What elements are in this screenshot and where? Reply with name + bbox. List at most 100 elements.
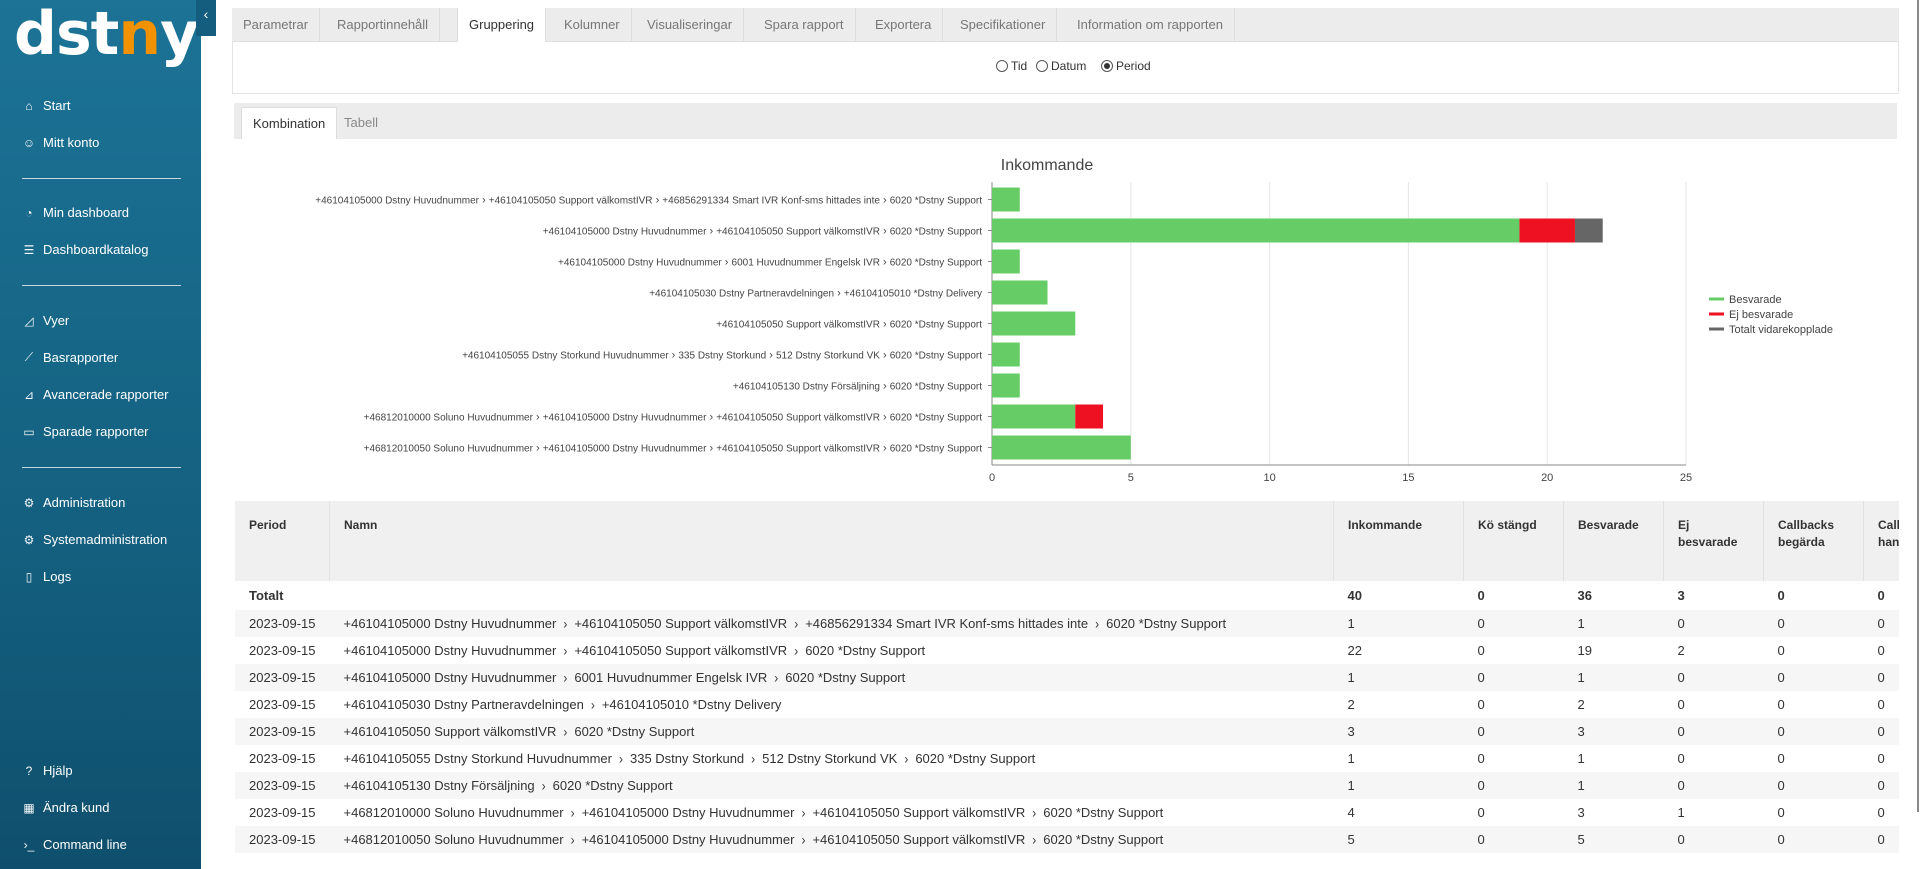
sidebar-item-vyer[interactable]: ◿ Vyer bbox=[22, 313, 69, 328]
column-header-ej-besvarade[interactable]: Ej besvarade bbox=[1663, 501, 1764, 581]
table-row[interactable]: 2023-09-15 +46104105055 Dstny Storkund Hu… bbox=[235, 745, 1899, 772]
bar-totalt-vidarekopplade bbox=[1574, 218, 1603, 243]
table-row[interactable]: 2023-09-15 +46104105000 Dstny Huvudnummer… bbox=[235, 610, 1899, 637]
column-header-call-han[interactable]: Call han bbox=[1863, 501, 1899, 581]
value-cell: 0 bbox=[1777, 643, 1785, 658]
radio-datum[interactable]: Datum bbox=[1036, 59, 1086, 73]
sidebar-item-mitt-konto[interactable]: ☺ Mitt konto bbox=[22, 135, 100, 150]
total-value: 3 bbox=[1677, 588, 1685, 603]
tab-spara-rapport[interactable]: Spara rapport bbox=[753, 8, 856, 42]
collapse-sidebar-button[interactable]: ‹ bbox=[196, 0, 216, 36]
sidebar-item-andra-kund[interactable]: ▦ Ändra kund bbox=[22, 800, 109, 815]
sidebar-item-sparade-rapporter[interactable]: ▭ Sparade rapporter bbox=[22, 424, 148, 439]
table-row[interactable]: 2023-09-15 +46104105000 Dstny Huvudnummer… bbox=[235, 637, 1899, 664]
tab-parametrar[interactable]: Parametrar bbox=[232, 8, 321, 42]
path-segment: 335 Dstny Storkund bbox=[629, 751, 745, 766]
value-cell: 0 bbox=[1777, 805, 1785, 820]
column-header-period[interactable]: Period bbox=[235, 501, 330, 581]
column-header-besvarade[interactable]: Besvarade bbox=[1563, 501, 1664, 581]
sidebar-item-systemadministration[interactable]: ⚙ Systemadministration bbox=[22, 532, 168, 547]
sidebar-item-label: Dashboardkatalog bbox=[43, 242, 149, 257]
dstny-logo[interactable]: dstny bbox=[14, 2, 199, 66]
path-segment: +46104105000 Dstny Huvudnummer bbox=[343, 616, 557, 631]
sidebar-item-label: Min dashboard bbox=[43, 205, 129, 220]
sidebar-item-label: Hjälp bbox=[43, 763, 73, 778]
table-row[interactable]: 2023-09-15 +46104105130 Dstny Försäljning… bbox=[235, 772, 1899, 799]
bar-besvarade bbox=[992, 435, 1131, 460]
path-segment: +46104105050 Support välkomstIVR bbox=[574, 643, 788, 658]
header-text: Besvarade bbox=[1578, 518, 1639, 532]
sidebar-item-basrapporter[interactable]: ⟋ Basrapporter bbox=[22, 350, 118, 365]
value-cell: 0 bbox=[1863, 718, 1899, 745]
radio-label: Period bbox=[1116, 59, 1151, 73]
tab-visualiseringar[interactable]: Visualiseringar bbox=[636, 8, 745, 42]
sidebar-item-start[interactable]: ⌂ Start bbox=[22, 98, 70, 113]
sidebar-item-administration[interactable]: ⚙ Administration bbox=[22, 495, 126, 510]
column-header-callbacks-begarda[interactable]: Callbacks begärda bbox=[1763, 501, 1864, 581]
bar-ej-besvarade bbox=[1519, 218, 1575, 243]
sidebar-item-command-line[interactable]: ›_ Command line bbox=[22, 837, 127, 852]
table-row[interactable]: 2023-09-15 +46812010050 Soluno Huvudnumme… bbox=[235, 826, 1899, 853]
radio-period[interactable]: Period bbox=[1101, 59, 1151, 73]
column-header-ko-stangd[interactable]: Kö stängd bbox=[1463, 501, 1564, 581]
user-icon: ☺ bbox=[22, 135, 36, 150]
column-header-namn[interactable]: Namn bbox=[329, 501, 1334, 581]
header-text: Ej bbox=[1678, 518, 1690, 532]
sidebar-item-label: Administration bbox=[43, 495, 126, 510]
sidebar-item-logs[interactable]: ▯ Logs bbox=[22, 569, 72, 584]
tab-exportera[interactable]: Exportera bbox=[864, 8, 944, 42]
subtab-kombination[interactable]: Kombination bbox=[241, 107, 338, 139]
sidebar-item-hjalp[interactable]: ? Hjälp bbox=[22, 763, 73, 778]
radio-tid[interactable]: Tid bbox=[996, 59, 1027, 73]
table-row[interactable]: 2023-09-15 +46812010000 Soluno Huvudnumme… bbox=[235, 799, 1899, 826]
sidebar-item-avancerade-rapporter[interactable]: ⊿ Avancerade rapporter bbox=[22, 387, 169, 402]
incoming-chart: Inkommande 0 5 10 15 20 25 +46104105000 Dstny H… bbox=[315, 157, 1833, 484]
sidebar-item-label: Avancerade rapporter bbox=[43, 387, 169, 402]
radio-button[interactable] bbox=[996, 60, 1008, 72]
path-segment: +46812010000 Soluno Huvudnummer bbox=[343, 805, 564, 820]
value-cell: 0 bbox=[1477, 751, 1485, 766]
value-cell: 0 bbox=[1663, 826, 1764, 853]
legend-label: Totalt vidarekopplade bbox=[1729, 324, 1833, 336]
sidebar-item-dashboardkatalog[interactable]: ☰ Dashboardkatalog bbox=[22, 242, 149, 257]
header-text: han bbox=[1878, 535, 1899, 549]
tab-specifikationer[interactable]: Specifikationer bbox=[949, 8, 1058, 42]
column-header-inkommande[interactable]: Inkommande bbox=[1333, 501, 1464, 581]
table-row[interactable]: 2023-09-15 +46104105050 Support välkomstI… bbox=[235, 718, 1899, 745]
value-cell: 0 bbox=[1763, 610, 1864, 637]
page-scrollbar[interactable] bbox=[1917, 0, 1919, 812]
sidebar-item-min-dashboard[interactable]: ◔ Min dashboard bbox=[22, 205, 129, 220]
value-cell: 0 bbox=[1763, 826, 1864, 853]
path-segment: 6020 *Dstny Support bbox=[1106, 616, 1227, 631]
help-icon: ? bbox=[25, 763, 33, 778]
radio-button[interactable] bbox=[1101, 60, 1113, 72]
chevron-right-icon: › bbox=[570, 804, 575, 822]
table-row[interactable]: 2023-09-15 +46104105030 Dstny Partneravde… bbox=[235, 691, 1899, 718]
value-cell: 0 bbox=[1677, 751, 1685, 766]
value-cell: 0 bbox=[1463, 772, 1564, 799]
path-segment: 6020 *Dstny Support bbox=[1043, 832, 1164, 847]
value-cell: 1 bbox=[1577, 751, 1585, 766]
value-cell: 0 bbox=[1663, 772, 1764, 799]
chevron-right-icon: › bbox=[794, 615, 799, 633]
tab-gruppering[interactable]: Gruppering bbox=[457, 8, 547, 42]
value-cell: 0 bbox=[1663, 610, 1764, 637]
subtab-tabell[interactable]: Tabell bbox=[344, 115, 378, 130]
sidebar-item-label: Command line bbox=[43, 837, 127, 852]
radio-button[interactable] bbox=[1036, 60, 1048, 72]
sidebar-divider bbox=[22, 178, 181, 179]
tab-rapportinnehall[interactable]: Rapportinnehåll bbox=[326, 8, 441, 42]
path-segment: 6020 *Dstny Support bbox=[915, 751, 1036, 766]
bar-besvarade bbox=[992, 280, 1048, 305]
period-cell: 2023-09-15 bbox=[235, 610, 330, 637]
chevron-right-icon: › bbox=[801, 804, 806, 822]
total-label: Totalt bbox=[249, 588, 284, 603]
bar-ej-besvarade bbox=[1075, 404, 1104, 429]
total-value: 0 bbox=[1777, 588, 1785, 603]
tab-kolumner[interactable]: Kolumner bbox=[553, 8, 632, 42]
total-value: 0 bbox=[1877, 588, 1885, 603]
tab-information-om-rapporten[interactable]: Information om rapporten bbox=[1066, 8, 1235, 42]
header-text: Period bbox=[249, 518, 287, 532]
table-row[interactable]: 2023-09-15 +46104105000 Dstny Huvudnummer… bbox=[235, 664, 1899, 691]
path-segment: +46104105055 Dstny Storkund Huvudnummer bbox=[343, 751, 612, 766]
